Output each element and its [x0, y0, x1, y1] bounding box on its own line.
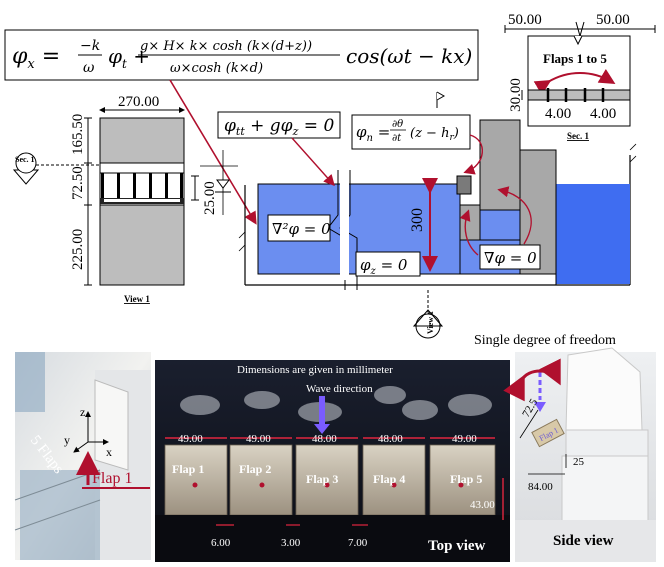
- frac-numerator: g× H× k× cosh (k×(d+z)): [140, 39, 312, 54]
- flap-label-3: Flap 4: [373, 472, 405, 486]
- width-3: 48.00: [378, 433, 403, 445]
- side-view-label: Side view: [553, 533, 614, 549]
- bottom-bc-eq: φz = 0: [360, 256, 408, 277]
- left-flap-text: Flap 1: [92, 470, 132, 487]
- free-surface-eq: φtt + gφz = 0: [224, 116, 334, 138]
- top-view-title: Dimensions are given in millimeter: [237, 364, 393, 376]
- flap-label-1: Flap 2: [239, 462, 271, 476]
- phi-x-symbol: φx =: [12, 44, 60, 72]
- cos-term: cos(ωt − kx): [346, 44, 472, 68]
- sec1-drawing: 50.00 50.00 Flaps 1 to 5 30.00 4.00 4.00…: [504, 12, 656, 141]
- axis-y: y: [64, 433, 70, 447]
- laplace-eq: ∇²φ = 0: [272, 220, 331, 238]
- view1-drawing: 270.00 165.50 72.50 225.00: [12, 94, 199, 304]
- grad-box: ∇φ = 0: [459, 186, 541, 270]
- flap-height: 43.00: [470, 499, 495, 511]
- axis-x: x: [106, 445, 112, 459]
- sec1-side-dim: 30.00: [508, 78, 524, 112]
- tank-depth: 300: [409, 208, 426, 232]
- view1-label: View 1: [124, 294, 150, 304]
- gap-1: 3.00: [281, 537, 301, 549]
- top-view-photo: Dimensions are given in millimeter Wave …: [155, 360, 510, 562]
- flap-label-4: Flap 5: [450, 472, 482, 486]
- main-equation-box: φx = −k ω φt + g× H× k× cosh (k×(d+z)) ω…: [4, 29, 479, 81]
- equation-pointer-arrow: [169, 79, 257, 225]
- svg-text:(z − hr): (z − hr): [410, 126, 459, 143]
- view1-width: 270.00: [118, 94, 159, 110]
- gap-value: 25.00: [202, 181, 218, 215]
- gap-dimension: 25.00: [200, 150, 238, 215]
- width-4: 49.00: [452, 433, 477, 445]
- axis-z: z: [80, 405, 85, 419]
- free-surface-box: φtt + gφz = 0: [217, 111, 341, 187]
- width-0: 49.00: [178, 433, 203, 445]
- view1-dim-2: 225.00: [70, 229, 86, 270]
- bottom-bc-box: φz = 0: [355, 251, 421, 277]
- side-view-photo: Single degree of freedom Flap 1 72.5 25 …: [474, 333, 656, 562]
- side-dim-1: 25: [573, 456, 585, 468]
- sec1-label: Sec. 1: [567, 131, 589, 141]
- flap-bc-eq: φn =: [356, 123, 390, 144]
- sec1-top-dim-1: 50.00: [596, 12, 630, 28]
- sec1-callout: Sec. 1: [15, 155, 35, 164]
- flap-label-0: Flap 1: [172, 462, 204, 476]
- frac-denominator: ω×cosh (k×d): [170, 61, 263, 76]
- tank-view-callout: View 1: [426, 311, 435, 334]
- flap-bc-box: φn = ∂θ ∂t (z − hr): [351, 114, 484, 175]
- svg-text:∂t: ∂t: [392, 133, 402, 144]
- sec1-bottom-dim-0: 4.00: [545, 106, 571, 122]
- sec1-top-dim-0: 50.00: [508, 12, 542, 28]
- phi-t-symbol: φt +: [108, 44, 150, 71]
- view1-dim-0: 165.50: [70, 114, 86, 155]
- left-photo: z y x 5 Flaps Flap 1: [14, 352, 151, 560]
- grad-eq: ∇φ = 0: [484, 249, 537, 267]
- svg-text:∂θ: ∂θ: [392, 119, 403, 130]
- sec1-flaps-label: Flaps 1 to 5: [543, 51, 607, 66]
- laplace-box: ∇²φ = 0: [267, 214, 331, 242]
- gap-2: 7.00: [348, 537, 368, 549]
- flap-label-2: Flap 3: [306, 472, 338, 486]
- wave-direction: Wave direction: [306, 383, 373, 395]
- gap-0: 6.00: [211, 537, 231, 549]
- sec1-bottom-dim-1: 4.00: [590, 106, 616, 122]
- dof-label: Single degree of freedom: [474, 333, 616, 348]
- frac-num-k: −k: [80, 38, 100, 54]
- top-view-label: Top view: [428, 538, 486, 554]
- side-dim-2: 84.00: [528, 481, 553, 493]
- view1-dim-1: 72.50: [70, 166, 86, 200]
- width-2: 48.00: [312, 433, 337, 445]
- frac-den-omega: ω: [83, 60, 95, 76]
- width-1: 49.00: [246, 433, 271, 445]
